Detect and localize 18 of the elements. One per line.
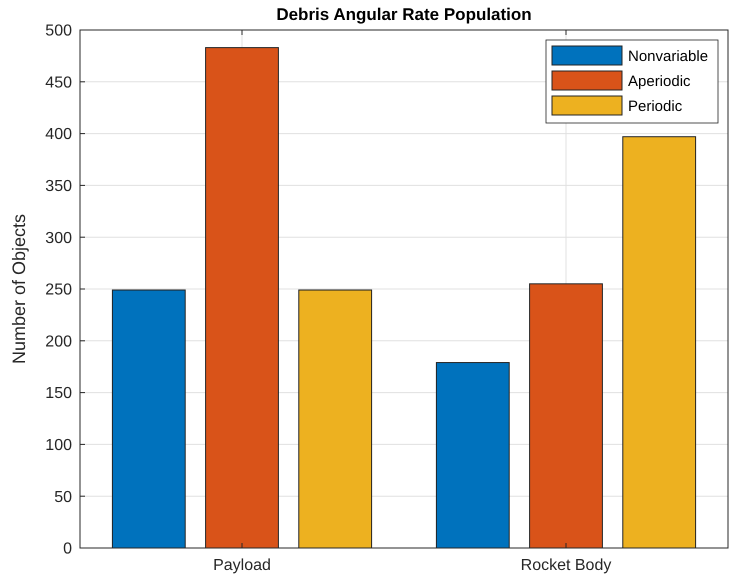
chart-title: Debris Angular Rate Population bbox=[276, 5, 532, 24]
y-tick-label: 300 bbox=[45, 230, 72, 247]
y-tick-label: 0 bbox=[63, 540, 72, 558]
y-tick-label: 350 bbox=[45, 178, 72, 195]
legend-label: Aperiodic bbox=[628, 73, 692, 90]
y-tick-label: 50 bbox=[54, 488, 72, 506]
y-tick-label: 400 bbox=[45, 126, 72, 144]
x-tick-label: Rocket Body bbox=[520, 557, 612, 574]
y-tick-label: 200 bbox=[45, 333, 72, 350]
y-tick-label: 250 bbox=[45, 282, 72, 299]
y-tick-label: 500 bbox=[45, 22, 72, 40]
y-tick-label: 450 bbox=[45, 74, 72, 92]
y-tick-label: 150 bbox=[45, 385, 72, 402]
y-axis-title: Number of Objects bbox=[9, 214, 29, 364]
y-tick-label: 100 bbox=[45, 437, 72, 454]
legend-label: Nonvariable bbox=[628, 48, 708, 65]
legend-label: Periodic bbox=[628, 98, 683, 115]
x-tick-label: Payload bbox=[213, 557, 271, 574]
